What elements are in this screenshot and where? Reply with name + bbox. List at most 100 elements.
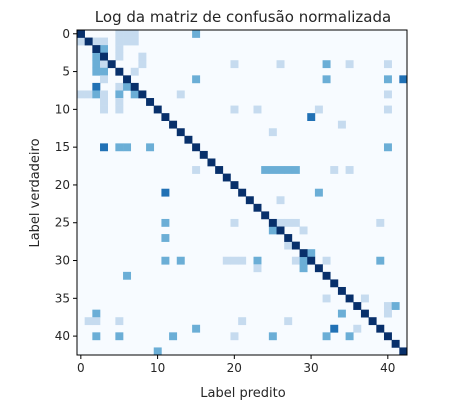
heatmap-cell — [345, 332, 354, 341]
heatmap-cell — [100, 37, 108, 46]
heatmap-cell — [115, 332, 124, 341]
heatmap-cell — [360, 294, 369, 303]
heatmap-cell — [92, 82, 101, 91]
heatmap-cell — [330, 166, 339, 174]
heatmap-cell — [399, 75, 408, 84]
heatmap-cell — [176, 128, 185, 137]
heatmap-cell — [199, 150, 208, 159]
heatmap-cell — [230, 181, 239, 190]
heatmap-cell — [115, 98, 124, 106]
heatmap-cell — [192, 324, 201, 333]
heatmap-cell — [92, 67, 101, 76]
heatmap-cell — [146, 143, 155, 152]
heatmap-cell — [314, 188, 323, 197]
heatmap-cell — [192, 166, 201, 174]
heatmap-cell — [337, 286, 346, 295]
heatmap-cell — [184, 135, 193, 144]
heatmap-cell — [345, 60, 354, 69]
heatmap-cell — [207, 158, 216, 167]
heatmap-cell — [376, 324, 385, 333]
heatmap-cell — [230, 60, 239, 69]
heatmap-cell — [291, 218, 300, 227]
heatmap-cell — [138, 52, 147, 61]
heatmap-cell — [107, 60, 116, 69]
heatmap-cell — [92, 90, 101, 99]
heatmap-cell — [115, 67, 124, 76]
heatmap-cell — [284, 317, 293, 326]
heatmap-cell — [115, 30, 124, 38]
heatmap-cell — [100, 75, 108, 84]
heatmap-cell — [360, 309, 369, 318]
heatmap-cell — [115, 82, 124, 91]
heatmap-cell — [146, 98, 155, 106]
heatmap-cell — [153, 105, 162, 114]
heatmap-cell — [230, 105, 239, 114]
x-tick-label: 10 — [150, 361, 165, 375]
y-axis-label: Label verdadeiro — [28, 138, 43, 247]
heatmap-cell — [153, 347, 162, 356]
heatmap-cell — [383, 302, 392, 310]
heatmap-cell — [322, 256, 331, 265]
heatmap-cell — [123, 143, 132, 152]
heatmap-cell — [92, 60, 101, 69]
heatmap-cell — [92, 52, 101, 61]
heatmap-cell — [192, 30, 201, 38]
heatmap-cell — [268, 128, 277, 137]
heatmap-cell — [176, 90, 185, 99]
heatmap-cell — [130, 90, 139, 99]
heatmap-cell — [161, 218, 170, 227]
heatmap-cell — [92, 309, 101, 318]
heatmap-cell — [115, 317, 124, 326]
heatmap-cell — [383, 309, 392, 318]
x-tick-label: 30 — [303, 361, 318, 375]
heatmap-cell — [100, 52, 108, 61]
heatmap-cell — [253, 203, 262, 212]
heatmap-cell — [161, 234, 170, 242]
heatmap-cell — [322, 75, 331, 84]
heatmap-cell — [261, 211, 270, 220]
heatmap-cell — [330, 279, 339, 288]
heatmap-cell — [383, 332, 392, 341]
heatmap-cell — [307, 249, 316, 258]
heatmap-cell — [238, 256, 247, 265]
heatmap-cell — [169, 120, 178, 129]
heatmap-cell — [268, 226, 277, 235]
heatmap-cell — [353, 324, 362, 333]
heatmap-cell — [192, 143, 201, 152]
heatmap-cell — [230, 218, 239, 227]
heatmap-cell — [130, 82, 139, 91]
heatmap-cell — [253, 256, 262, 265]
heatmap-cell — [322, 332, 331, 341]
heatmap-cell — [100, 90, 108, 99]
heatmap-cell — [245, 196, 254, 205]
heatmap-cell — [337, 309, 346, 318]
y-tick-label: 15 — [55, 140, 70, 154]
heatmap-cell — [284, 234, 293, 242]
heatmap-cell — [230, 256, 239, 265]
heatmap-cell — [391, 302, 400, 310]
heatmap-cell — [161, 188, 170, 197]
heatmap-cell — [337, 120, 346, 129]
heatmap-cell — [284, 241, 293, 250]
heatmap-cell — [368, 317, 377, 326]
heatmap-cell — [261, 166, 270, 174]
y-axis-ticks: 0 5 10 15 20 25 30 35 40 — [55, 27, 77, 343]
heatmap-cell — [330, 324, 339, 333]
heatmap-cell — [376, 218, 385, 227]
y-tick-label: 30 — [55, 254, 70, 268]
x-axis-label: Label predito — [200, 386, 285, 401]
heatmap-cell — [115, 52, 124, 61]
chart-title: Log da matriz de confusão normalizada — [95, 8, 391, 26]
heatmap-cell — [284, 166, 293, 174]
heatmap-cell — [215, 166, 224, 174]
heatmap-cell — [383, 90, 392, 99]
heatmap-cell — [130, 30, 139, 38]
heatmap-cell — [291, 166, 300, 174]
heatmap-cell — [268, 166, 277, 174]
heatmap-cell — [123, 82, 132, 91]
heatmap-cell — [345, 166, 354, 174]
heatmap-cell — [222, 173, 231, 182]
y-tick-label: 0 — [62, 27, 70, 41]
heatmap-cell — [100, 45, 108, 53]
